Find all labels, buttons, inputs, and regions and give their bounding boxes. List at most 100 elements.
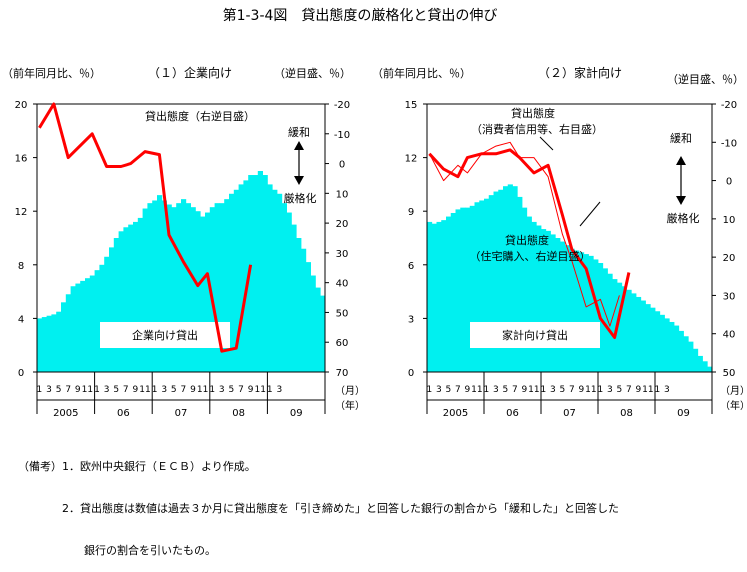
chart-1-loan-bar (161, 200, 167, 372)
chart-1-loan-bar (61, 302, 67, 372)
chart-2-loan-bar (493, 191, 499, 372)
chart-1-loan-bar (75, 283, 81, 372)
chart-2-loan-bar (583, 254, 589, 372)
chart-1-xtick-label: 5 (229, 385, 235, 395)
chart-1-loan-bar (166, 204, 172, 372)
chart-2-loan-bar (664, 318, 670, 372)
chart-2-x-unit-year: （年） (720, 399, 747, 412)
chart-2-loan-bar (636, 296, 642, 372)
chart-1-loan-bar (200, 216, 206, 372)
chart-2-texts: （２）家計向け （前年同月比、％） （逆目盛、％） （月） （年） 貸出態度 （… (372, 65, 747, 412)
chart-2-loan-bar (522, 207, 528, 372)
chart-2-loan-bar (512, 186, 518, 372)
chart-2-loan-bar (602, 268, 608, 372)
chart-2-xtick-label: 5 (503, 385, 509, 395)
chart-2-loan-bar (693, 348, 699, 372)
chart-1-subtitle: （１）企業向け (148, 65, 232, 80)
chart-1-loan-bar (128, 224, 134, 372)
chart-2-loan-bar (678, 330, 684, 372)
chart-2-xtick-label: 11 (528, 385, 539, 395)
chart-1-xtick-label: 1 (37, 385, 43, 395)
chart-1-loan-bar (137, 217, 143, 372)
chart-2-loan-bar (488, 195, 494, 372)
chart-1-loan-bar (142, 208, 148, 372)
chart-2-xtick-label: 3 (550, 385, 556, 395)
chart-1-xtick-label: 1 (267, 385, 273, 395)
chart-2-loan-bar (555, 238, 561, 372)
chart-2-loan-bar (697, 355, 703, 372)
chart-1-xtick-label: 7 (238, 385, 244, 395)
chart-1-xtick-label: 11 (82, 385, 93, 395)
chart-1-xtick-label: 9 (133, 385, 139, 395)
chart-1-loan-bar (89, 275, 95, 372)
chart-2-loan-bar (541, 229, 547, 372)
chart-1-loan-bar (51, 314, 57, 372)
chart-2-loan-bar (479, 200, 485, 372)
chart-2-ytick-right-label: -20 (721, 100, 737, 111)
chart-1-loan-bar (291, 224, 297, 372)
chart-2-ytick-left-label: 15 (405, 100, 418, 111)
chart-2-year-label: 06 (506, 408, 519, 419)
chart-2-xtick-label: 1 (484, 385, 490, 395)
chart-2-loan-bar (545, 230, 551, 372)
chart-1-xtick-label: 3 (277, 385, 283, 395)
chart-1-loan-bar (80, 280, 86, 372)
chart-2-loan-bar (579, 252, 585, 372)
chart-1-loan-bar (113, 238, 119, 372)
chart-2-xtick-label: 7 (569, 385, 575, 395)
chart-2-ytick-right-label: 40 (723, 330, 736, 341)
chart-2-ytick-right-label: 30 (723, 291, 736, 302)
chart-2-arrow-up-label: 緩和 (670, 132, 692, 145)
chart-2-loan-bar (588, 255, 594, 372)
chart-2-loan-bar (574, 250, 580, 372)
chart-1-arrow-icon (294, 141, 304, 185)
chart-2-loan-bar (526, 216, 532, 372)
note-line-1: （備考）1．欧州中央銀行（ＥＣＢ）より作成。 (18, 460, 256, 473)
chart-1-year-label: 07 (175, 408, 188, 419)
chart-1-loan-bar (257, 171, 263, 372)
chart-1-loan-bar (248, 175, 254, 372)
chart-2-arrow-icon (676, 156, 686, 205)
chart-1-loan-bar (224, 199, 230, 372)
chart-1-loan-bars (37, 171, 326, 372)
chart-1-loan-bar (185, 203, 191, 372)
chart-2-attitude-label-2: 貸出態度 (505, 233, 549, 247)
chart-1-xtick-label: 3 (104, 385, 110, 395)
chart-2-xtick-label: 9 (465, 385, 471, 395)
chart-1-xtick-label: 7 (181, 385, 187, 395)
chart-2-year-label: 08 (620, 408, 633, 419)
chart-2-loan-bar (683, 336, 689, 372)
chart-1-loan-bar (147, 203, 153, 372)
chart-2-loan-bar (631, 293, 637, 372)
chart-1-loan-bar (267, 184, 273, 372)
chart-1-loan-bar (209, 207, 215, 372)
chart-1-year-label: 2005 (53, 408, 78, 419)
chart-2-loan-bar (536, 225, 542, 372)
chart-1-xtick-label: 3 (161, 385, 167, 395)
chart-2-loan-bar (446, 216, 452, 372)
chart-1-ytick-left-label: 0 (18, 368, 24, 379)
chart-2-ytick-right-label: 20 (723, 253, 736, 264)
chart-2-loan-bar (531, 221, 537, 372)
chart-1-ylabel-right: （逆目盛、％） (274, 66, 351, 80)
chart-1-arrow-up-label: 緩和 (288, 126, 310, 139)
chart-1-loan-bar (229, 193, 235, 372)
chart-2-ylabel-right: （逆目盛、％） (667, 72, 744, 86)
chart-2-ytick-left-label: 12 (405, 154, 418, 165)
chart-2-ytick-right-label: 0 (726, 177, 732, 188)
chart-2-ytick-left-label: 3 (408, 314, 414, 325)
chart-1-loan-bar (157, 195, 163, 372)
chart-2-xtick-label: 7 (455, 385, 461, 395)
chart-2-loan-bar (465, 207, 471, 372)
chart-1-loan-bar (195, 211, 201, 372)
chart-1-loan-bar (272, 189, 278, 372)
chart-1-loan-bar (109, 247, 115, 372)
chart-2-loan-bar (564, 245, 570, 372)
chart-1-loan-bar (85, 278, 91, 372)
chart-2-xtick-label: 1 (598, 385, 604, 395)
chart-1-xtick-label: 3 (219, 385, 225, 395)
chart-1-loan-bar (305, 262, 311, 372)
chart-2-loan-bar (669, 321, 675, 372)
figure-title: 第1-3-4図 貸出態度の厳格化と貸出の伸び (223, 7, 498, 24)
chart-1-loan-label-box: 企業向け貸出 (100, 322, 230, 348)
